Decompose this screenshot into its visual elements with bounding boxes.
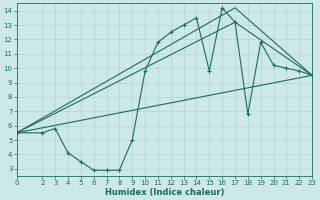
X-axis label: Humidex (Indice chaleur): Humidex (Indice chaleur) [105,188,224,197]
